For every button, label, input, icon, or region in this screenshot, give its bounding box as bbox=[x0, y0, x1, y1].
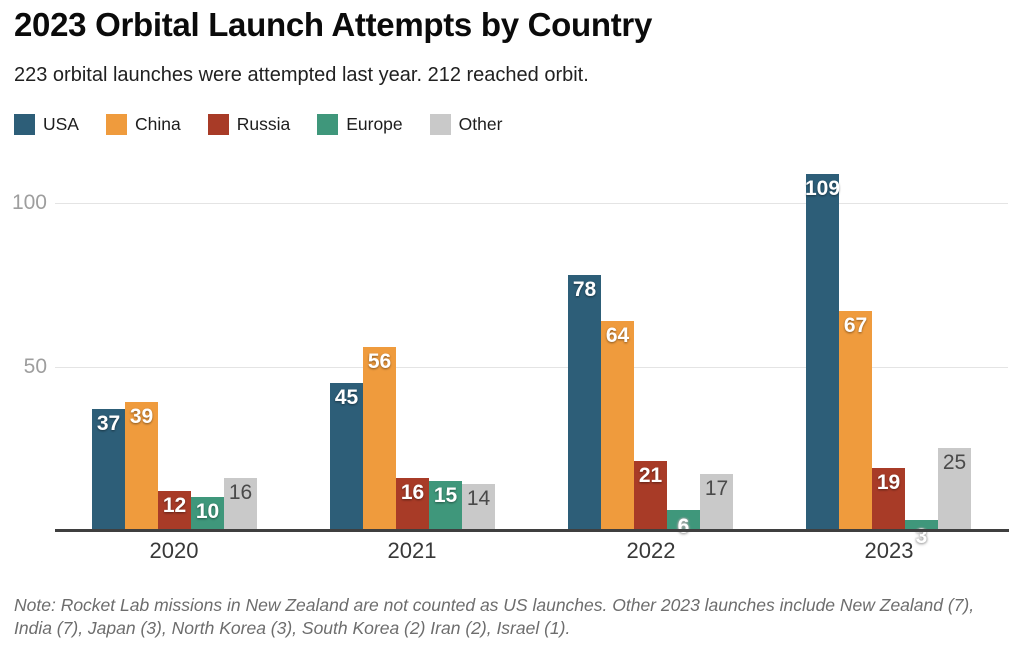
value-label-china-2022: 64 bbox=[605, 324, 630, 347]
legend-label-china: China bbox=[134, 114, 181, 134]
legend-item-usa: USA bbox=[14, 114, 79, 135]
bar-other-2021 bbox=[462, 484, 495, 530]
x-axis-label-2021: 2021 bbox=[387, 538, 437, 563]
legend: USA China Russia Europe Other bbox=[14, 114, 502, 135]
bar-china-2023 bbox=[839, 311, 872, 530]
value-label-usa-2020: 37 bbox=[96, 412, 121, 435]
bar-other-2022 bbox=[700, 474, 733, 530]
chart-title: 2023 Orbital Launch Attempts by Country bbox=[14, 6, 653, 43]
gridline-100 bbox=[55, 203, 1008, 204]
bar-russia-2020 bbox=[158, 491, 191, 530]
chart-note: Note: Rocket Lab missions in New Zealand… bbox=[14, 595, 975, 639]
value-label-other-2022: 17 bbox=[704, 477, 729, 500]
value-label-usa-2022: 78 bbox=[572, 278, 597, 301]
value-label-other-2021: 14 bbox=[466, 487, 491, 510]
legend-label-usa: USA bbox=[43, 114, 79, 134]
bar-other-2023 bbox=[938, 448, 971, 530]
value-label-russia-2020: 12 bbox=[162, 494, 187, 517]
legend-item-china: China bbox=[105, 114, 181, 135]
value-label-europe-2021: 15 bbox=[433, 484, 458, 507]
legend-swatch-europe bbox=[317, 114, 339, 135]
legend-swatch-usa bbox=[14, 114, 35, 135]
value-label-china-2021: 56 bbox=[367, 350, 392, 373]
bar-china-2021 bbox=[363, 347, 396, 530]
x-axis-label-2023: 2023 bbox=[864, 538, 914, 563]
value-label-other-2023: 25 bbox=[942, 451, 967, 474]
legend-swatch-other bbox=[429, 114, 451, 135]
legend-item-russia: Russia bbox=[207, 114, 291, 135]
value-label-other-2020: 16 bbox=[228, 481, 253, 504]
x-axis-label-2020: 2020 bbox=[149, 538, 199, 563]
y-axis-label-100: 100 bbox=[11, 191, 47, 214]
value-label-china-2020: 39 bbox=[129, 405, 154, 428]
bar-europe-2023 bbox=[905, 520, 938, 530]
value-label-europe-2020: 10 bbox=[195, 500, 220, 523]
bar-china-2020 bbox=[125, 402, 158, 530]
bar-usa-2023 bbox=[806, 174, 839, 530]
legend-label-europe: Europe bbox=[346, 114, 403, 134]
legend-item-other: Other bbox=[429, 114, 503, 135]
bar-russia-2021 bbox=[396, 478, 429, 530]
y-axis-label-50: 50 bbox=[23, 355, 47, 378]
legend-label-russia: Russia bbox=[236, 114, 291, 134]
value-label-usa-2023: 109 bbox=[804, 177, 841, 200]
legend-label-other: Other bbox=[458, 114, 503, 134]
value-label-russia-2022: 21 bbox=[638, 464, 663, 487]
value-label-china-2023: 67 bbox=[843, 314, 868, 337]
legend-swatch-china bbox=[105, 114, 127, 135]
value-label-russia-2023: 19 bbox=[876, 471, 901, 494]
bar-usa-2022 bbox=[568, 275, 601, 530]
value-label-usa-2021: 45 bbox=[334, 386, 359, 409]
value-label-europe-2022: 6 bbox=[677, 515, 690, 538]
bar-russia-2022 bbox=[634, 461, 667, 530]
bar-china-2022 bbox=[601, 321, 634, 530]
legend-swatch-russia bbox=[207, 114, 229, 135]
gridline-50 bbox=[55, 367, 1008, 368]
bar-europe-2021 bbox=[429, 481, 462, 530]
bar-usa-2021 bbox=[330, 383, 363, 530]
chart-subtitle: 223 orbital launches were attempted last… bbox=[14, 64, 589, 86]
bar-other-2020 bbox=[224, 478, 257, 530]
bar-usa-2020 bbox=[92, 409, 125, 530]
legend-item-europe: Europe bbox=[317, 114, 403, 135]
bar-europe-2022 bbox=[667, 510, 700, 530]
bar-russia-2023 bbox=[872, 468, 905, 530]
x-axis-line bbox=[55, 529, 1009, 532]
bar-europe-2020 bbox=[191, 497, 224, 530]
x-axis-label-2022: 2022 bbox=[626, 538, 676, 563]
value-label-europe-2023: 3 bbox=[915, 525, 928, 548]
value-label-russia-2021: 16 bbox=[400, 481, 425, 504]
